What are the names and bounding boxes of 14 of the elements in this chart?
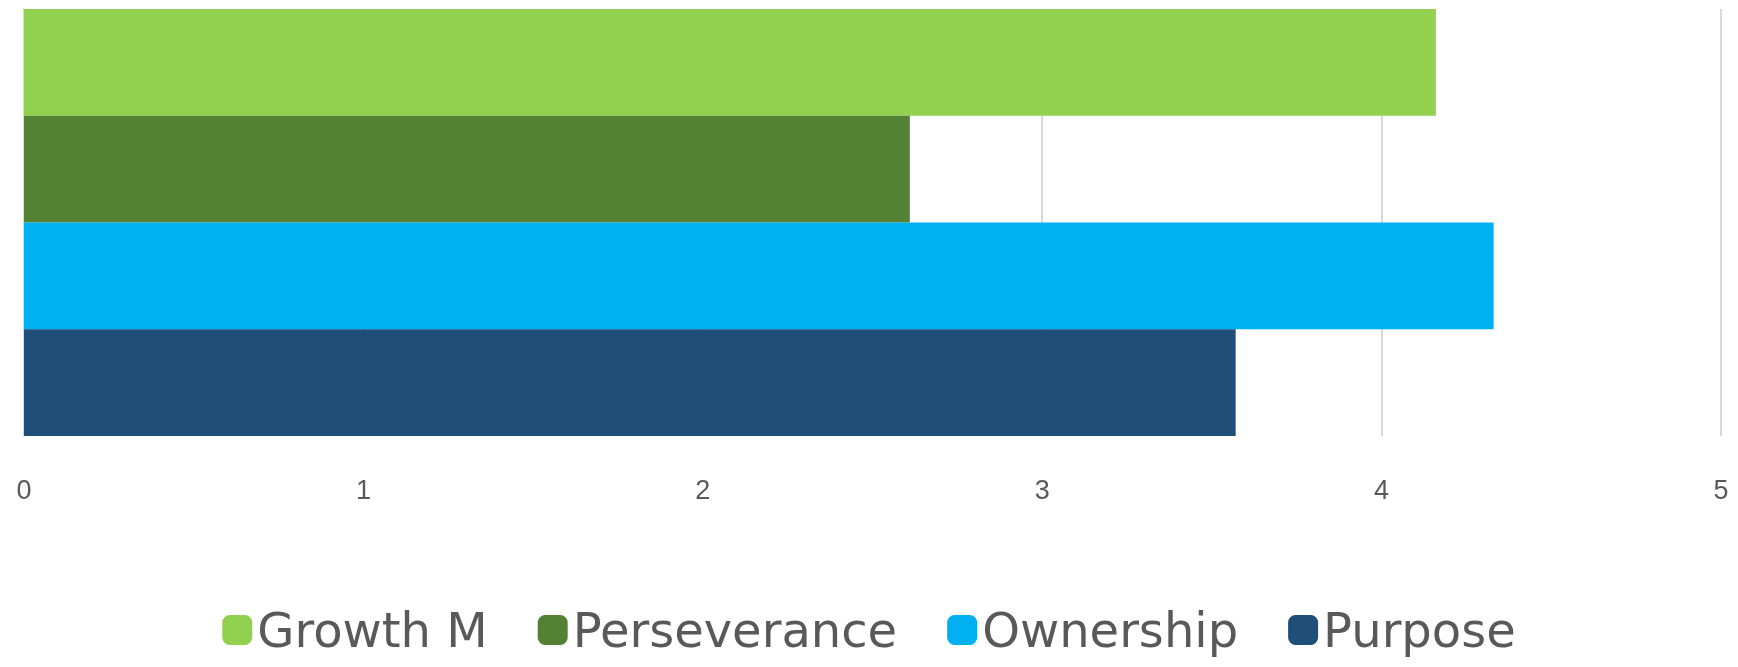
x-tick-label: 2	[695, 474, 711, 505]
x-tick-label: 4	[1374, 474, 1390, 505]
bar	[24, 9, 1436, 116]
bar	[24, 115, 910, 223]
bar	[24, 329, 1236, 436]
x-tick-label: 5	[1713, 474, 1729, 505]
x-tick-label: 3	[1034, 474, 1050, 505]
bar	[24, 222, 1494, 330]
legend-label: Ownership	[982, 602, 1239, 658]
legend-label: Purpose	[1323, 602, 1516, 658]
legend-label: Growth M	[257, 602, 488, 658]
x-tick-label: 0	[16, 474, 32, 505]
x-tick-label: 1	[355, 474, 371, 505]
legend-label: Perseverance	[572, 602, 898, 658]
